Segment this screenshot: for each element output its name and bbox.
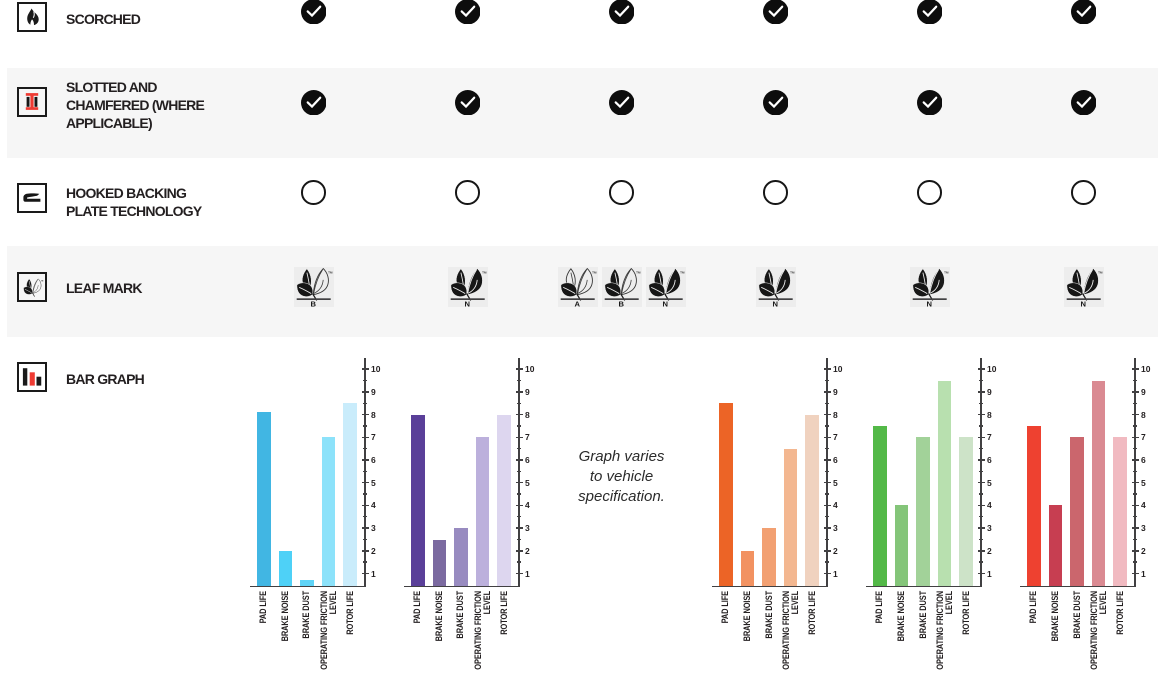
svg-text:N: N xyxy=(1080,299,1085,307)
svg-text:TM: TM xyxy=(944,270,949,274)
svg-text:TM: TM xyxy=(680,270,685,274)
svg-text:TM: TM xyxy=(482,270,487,274)
svg-text:B: B xyxy=(310,299,316,307)
svg-text:TM: TM xyxy=(592,270,597,274)
svg-text:TM: TM xyxy=(41,280,44,282)
svg-text:N: N xyxy=(772,299,777,307)
svg-text:B: B xyxy=(618,299,624,307)
svg-text:N: N xyxy=(662,299,667,307)
svg-text:N: N xyxy=(464,299,469,307)
svg-text:TM: TM xyxy=(636,270,641,274)
svg-text:N: N xyxy=(926,299,931,307)
svg-text:TM: TM xyxy=(1098,270,1103,274)
svg-text:TM: TM xyxy=(790,270,795,274)
svg-text:A: A xyxy=(575,299,581,307)
svg-text:TM: TM xyxy=(328,270,333,274)
